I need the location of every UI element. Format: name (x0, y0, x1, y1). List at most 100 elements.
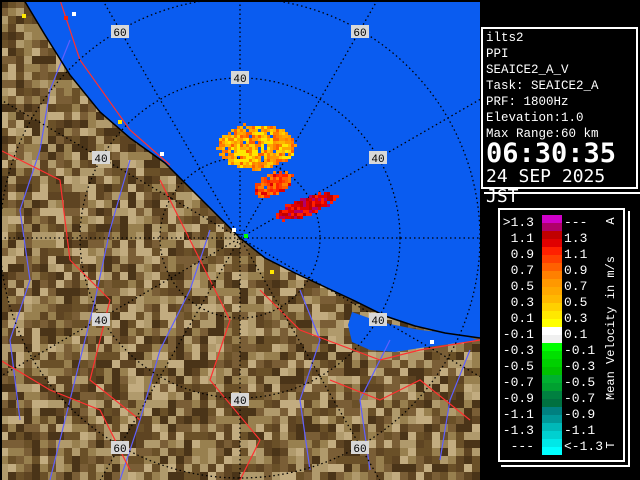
echo-cell (273, 147, 276, 150)
echo-cell (258, 153, 261, 156)
echo-cell (267, 183, 270, 186)
echo-cell (234, 147, 237, 150)
echo-cell (252, 153, 255, 156)
echo-cell (258, 189, 261, 192)
echo-cell (291, 174, 294, 177)
echo-cell (240, 126, 243, 129)
echo-cell (249, 150, 252, 153)
echo-cell (270, 180, 273, 183)
echo-cell (285, 186, 288, 189)
legend-right-label: 0.9 (564, 263, 588, 278)
echo-cell (282, 135, 285, 138)
echo-cell (258, 165, 261, 168)
velocity-legend: >1.3 --- 1.1 1.3 0.9 1.1 0.7 0.9 0.5 0.7 0.3 … (498, 208, 625, 462)
echo-cell (282, 150, 285, 153)
range-ring-label: 40 (92, 313, 110, 328)
echo-cell (288, 153, 291, 156)
echo-cell (276, 216, 279, 219)
echo-cell (237, 144, 240, 147)
echo-cell (252, 150, 255, 153)
echo-cell (306, 201, 309, 204)
radar-ppi-map[interactable]: 40 40 40 40 40 40 60 60 60 60 (0, 0, 480, 480)
echo-cell (321, 195, 324, 198)
echo-cell (228, 153, 231, 156)
echo-cell (234, 132, 237, 135)
echo-cell (291, 141, 294, 144)
echo-cell (273, 174, 276, 177)
prf: PRF: 1800Hz (486, 95, 569, 109)
echo-cell (279, 141, 282, 144)
echo-cell (282, 210, 285, 213)
echo-cell (264, 192, 267, 195)
echo-cell (288, 213, 291, 216)
echo-cell (261, 129, 264, 132)
echo-cell (270, 129, 273, 132)
legend-swatch (542, 407, 562, 423)
echo-cell (312, 201, 315, 204)
echo-cell (264, 162, 267, 165)
echo-cell (306, 213, 309, 216)
echo-cell (255, 192, 258, 195)
echo-cell (252, 162, 255, 165)
echo-cell (228, 141, 231, 144)
echo-cell (249, 129, 252, 132)
echo-cell (267, 186, 270, 189)
echo-cell (267, 165, 270, 168)
echo-cell (321, 198, 324, 201)
echo-cell (270, 150, 273, 153)
legend-left-label: -0.5 (502, 359, 534, 374)
echo-cell (333, 198, 336, 201)
echo-cell (279, 210, 282, 213)
echo-cell (243, 165, 246, 168)
echo-cell (297, 210, 300, 213)
echo-cell (276, 180, 279, 183)
legend-left-label: -0.1 (502, 327, 534, 342)
echo-cell (288, 210, 291, 213)
info-panel: ilts2 PPI SEAICE2_A_V Task: SEAICE2_A PR… (481, 27, 638, 207)
legend-left-label: -1.1 (502, 407, 534, 422)
echo-cell (249, 162, 252, 165)
echo-cell (237, 132, 240, 135)
echo-cell (333, 195, 336, 198)
echo-cell (243, 129, 246, 132)
legend-right-label: 0.5 (564, 295, 588, 310)
echo-cell (255, 153, 258, 156)
echo-cell (291, 144, 294, 147)
echo-cell (261, 183, 264, 186)
echo-cell (222, 156, 225, 159)
echo-cell (324, 195, 327, 198)
echo-cell (282, 138, 285, 141)
legend-swatch (542, 327, 562, 343)
echo-cell (264, 132, 267, 135)
echo-cell (243, 156, 246, 159)
echo-cell (327, 204, 330, 207)
legend-row: 0.1 0.3 (500, 311, 600, 327)
legend-row: -0.9 -0.7 (500, 391, 600, 407)
echo-cell (258, 159, 261, 162)
echo-cell (282, 174, 285, 177)
echo-cell (297, 207, 300, 210)
echo-cell (270, 192, 273, 195)
echo-cell (297, 201, 300, 204)
echo-cell (255, 135, 258, 138)
echo-cell (330, 195, 333, 198)
echo-cell (246, 126, 249, 129)
echo-cell (276, 159, 279, 162)
echo-cell (228, 150, 231, 153)
echo-cell (270, 141, 273, 144)
legend-left-label: -1.3 (502, 423, 534, 438)
echo-cell (258, 156, 261, 159)
echo-cell (270, 177, 273, 180)
echo-cell (294, 201, 297, 204)
echo-cell (276, 177, 279, 180)
echo-cell (237, 126, 240, 129)
echo-cell (228, 159, 231, 162)
echo-cell (225, 141, 228, 144)
echo-cell (160, 152, 164, 156)
echo-cell (219, 147, 222, 150)
echo-cell (255, 165, 258, 168)
echo-cell (285, 210, 288, 213)
echo-cell (309, 210, 312, 213)
echo-cell (300, 204, 303, 207)
echo-cell (246, 162, 249, 165)
